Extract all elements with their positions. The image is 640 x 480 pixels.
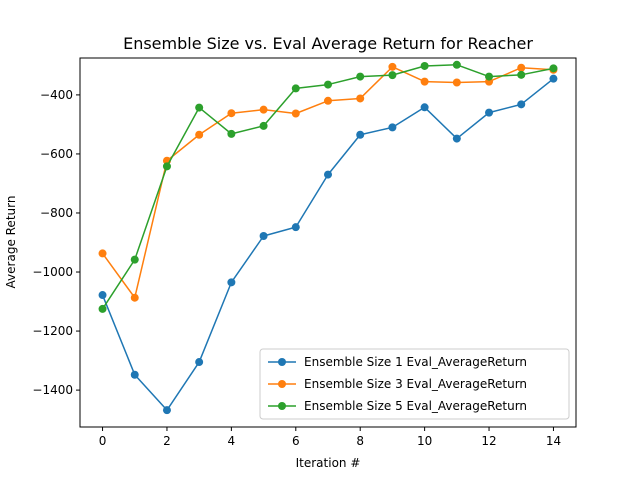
legend-box <box>259 348 570 420</box>
series-2-point <box>388 62 397 71</box>
series-3-point <box>227 129 236 138</box>
series-2-point <box>259 105 268 114</box>
chart-title: Ensemble Size vs. Eval Average Return fo… <box>123 34 533 53</box>
series-2-point <box>452 78 461 87</box>
series-2-point <box>227 109 236 118</box>
y-tick-label: −1000 <box>32 265 73 279</box>
series-2-point <box>291 109 300 118</box>
y-tick-label: −1400 <box>32 383 73 397</box>
plot-area: 0 2 4 6 8 10 12 14 −1400 −1200 −1000 −800 −600 −400 <box>32 60 561 448</box>
series-1-point <box>291 223 300 232</box>
legend-marker-1 <box>278 358 286 366</box>
legend-marker-3 <box>278 402 286 410</box>
x-tick-label: 14 <box>546 434 561 448</box>
y-tick-label: −600 <box>40 147 73 161</box>
series-3-point <box>517 70 526 79</box>
series-2-point <box>420 77 429 86</box>
x-tick-label: 4 <box>228 434 236 448</box>
legend-label-1: Ensemble Size 1 Eval_AverageReturn <box>304 355 527 369</box>
series-1-point <box>549 74 558 83</box>
series-1-point <box>485 108 494 117</box>
y-tick-label: −800 <box>40 206 73 220</box>
series-1-point <box>388 123 397 132</box>
legend-label-2: Ensemble Size 3 Eval_AverageReturn <box>304 377 527 391</box>
series-2-point <box>98 249 107 258</box>
series-2-point <box>517 63 526 72</box>
y-tick-label: −1200 <box>32 324 73 338</box>
series-3-point <box>324 80 332 89</box>
x-axis-label: Iteration # <box>296 456 361 470</box>
x-tick-label: 10 <box>417 434 432 448</box>
legend-label-3: Ensemble Size 5 Eval_AverageReturn <box>304 399 527 413</box>
series-1-point <box>324 170 332 179</box>
series-3-point <box>195 103 204 112</box>
series-1-point <box>195 358 204 367</box>
series-3-point <box>291 84 300 93</box>
series-2-point <box>195 130 204 139</box>
plot-frame <box>79 57 577 428</box>
series-1-point <box>130 370 139 379</box>
x-tick-label: 8 <box>356 434 364 448</box>
series-2-point <box>324 96 332 105</box>
series-2-point <box>130 293 139 302</box>
series-2-point <box>356 94 365 103</box>
series-3-point <box>162 162 171 171</box>
x-tick-label: 12 <box>481 434 496 448</box>
series-1-point <box>356 130 365 139</box>
series-1-point <box>420 103 429 112</box>
series-1-point <box>162 406 171 415</box>
y-axis-label: Average Return <box>4 196 18 289</box>
series-3-point <box>259 121 268 130</box>
series-1-point <box>259 232 268 241</box>
legend: Ensemble Size 1 Eval_AverageReturn Ensemb… <box>259 348 570 420</box>
series-3-point <box>485 72 494 81</box>
series-3-point <box>98 304 107 313</box>
legend-marker-2 <box>278 380 286 388</box>
series-1-point <box>517 100 526 109</box>
series-3-point <box>452 60 461 69</box>
x-tick-label: 0 <box>99 434 107 448</box>
series-1-point <box>98 291 107 300</box>
x-tick-label: 2 <box>163 434 171 448</box>
series-1-point <box>452 134 461 143</box>
x-tick-label: 6 <box>292 434 300 448</box>
y-tick-label: −400 <box>40 88 73 102</box>
series-1-point <box>227 278 236 287</box>
series-3-point <box>549 64 558 73</box>
series-3-point <box>356 72 365 81</box>
series-3-point <box>420 61 429 70</box>
series-3-point <box>388 71 397 80</box>
series-3-point <box>130 255 139 264</box>
